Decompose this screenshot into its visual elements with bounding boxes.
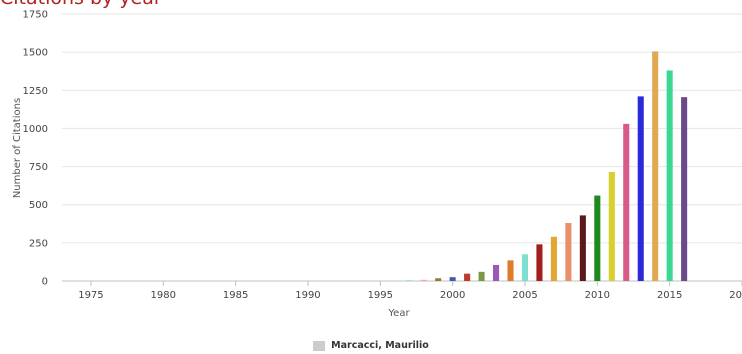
y-tick-label: 1500: [23, 48, 48, 59]
y-tick-label: 250: [29, 238, 48, 249]
bar[interactable]: [637, 96, 644, 281]
x-tick-label: 1980: [151, 290, 176, 301]
bar[interactable]: [623, 123, 630, 281]
legend[interactable]: Marcacci, Maurilio: [0, 340, 742, 351]
x-tick-label: 1985: [223, 290, 248, 301]
bars: [406, 51, 688, 281]
y-tick-label: 500: [29, 200, 48, 211]
y-tick-label: 1000: [23, 124, 48, 135]
bar[interactable]: [449, 277, 456, 281]
bar[interactable]: [478, 271, 485, 281]
x-tick-label: 2010: [585, 290, 610, 301]
bar[interactable]: [565, 223, 572, 281]
y-tick-label: 0: [42, 277, 48, 288]
bar[interactable]: [536, 244, 543, 281]
legend-swatch: [313, 340, 326, 351]
bar[interactable]: [594, 195, 601, 281]
bar[interactable]: [666, 70, 673, 281]
bar[interactable]: [579, 215, 586, 281]
x-tick-label: 1995: [368, 290, 393, 301]
y-tick-label: 1750: [23, 10, 48, 21]
y-axis-label: Number of Citations: [12, 98, 23, 198]
bar[interactable]: [435, 278, 442, 281]
bar[interactable]: [406, 280, 413, 281]
bar[interactable]: [608, 171, 615, 281]
x-tick-label: 2005: [512, 290, 537, 301]
x-tick-label: 1975: [78, 290, 103, 301]
bar[interactable]: [550, 236, 557, 281]
bar[interactable]: [652, 51, 659, 281]
x-axis-ticks: 1975 1980 1985 1990 1995 2000 2005 2010 2015 2020: [78, 281, 742, 301]
legend-label: Marcacci, Maurilio: [331, 340, 429, 351]
x-tick-label: 2015: [657, 290, 682, 301]
x-tick-label: 1990: [295, 290, 320, 301]
bar[interactable]: [493, 264, 500, 281]
bar[interactable]: [420, 279, 427, 281]
bar[interactable]: [507, 260, 514, 281]
y-axis-ticks: 0 250 500 750 1000 1250 1500 1750: [23, 10, 48, 288]
y-tick-label: 750: [29, 162, 48, 173]
bar[interactable]: [464, 273, 471, 281]
x-tick-label: 2020: [729, 290, 742, 301]
bar[interactable]: [521, 254, 529, 281]
chart-title: Citations by year: [0, 0, 162, 9]
bar[interactable]: [681, 97, 688, 281]
x-axis-label: Year: [387, 308, 410, 319]
y-tick-label: 1250: [23, 86, 48, 97]
x-tick-label: 2000: [440, 290, 465, 301]
